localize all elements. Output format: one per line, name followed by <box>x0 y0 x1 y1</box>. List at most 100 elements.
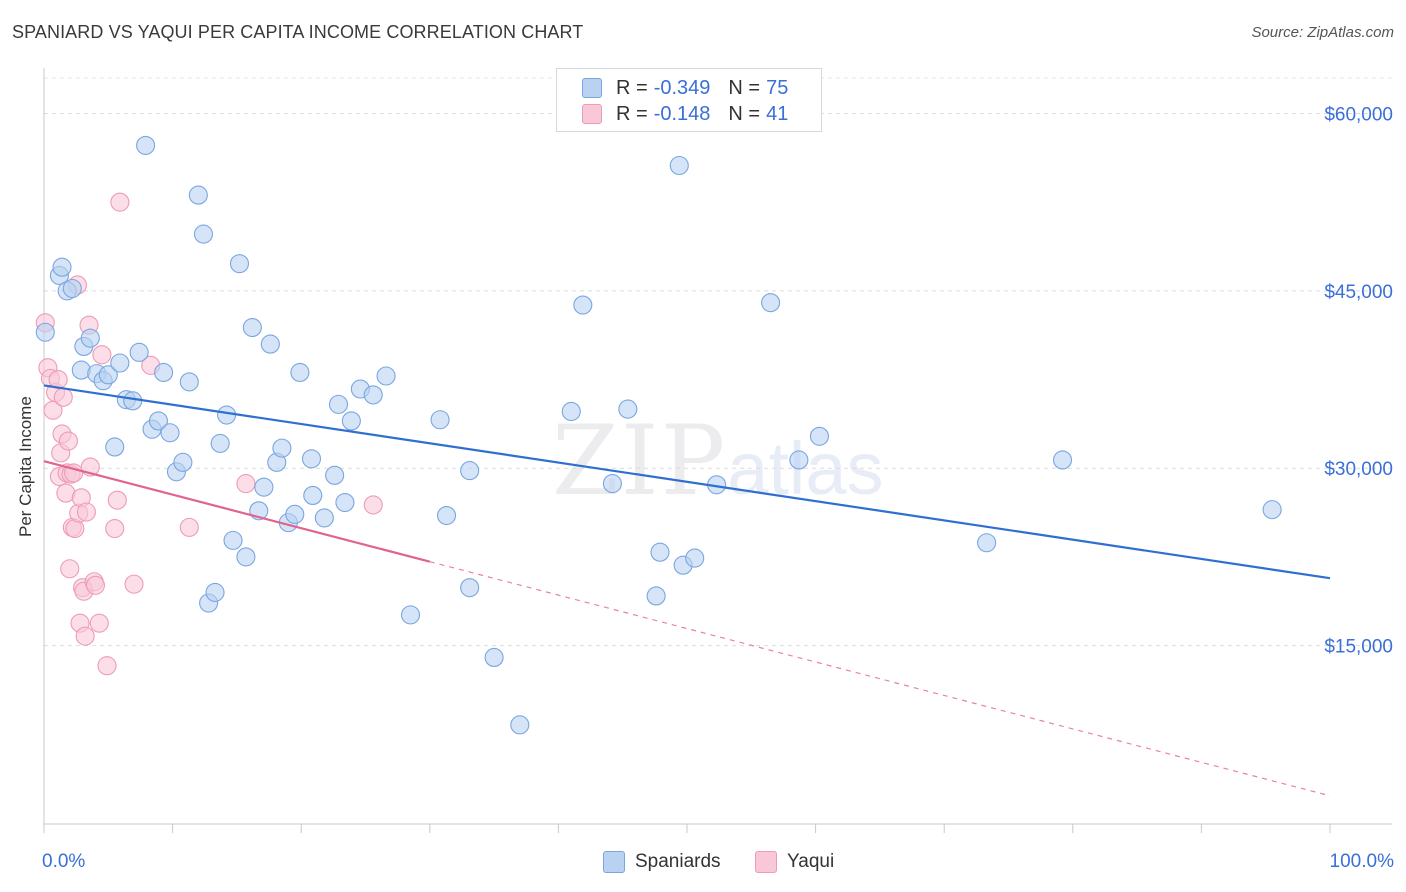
spaniards-point <box>669 155 689 176</box>
spaniards-point <box>561 401 581 422</box>
spaniards-point <box>602 474 622 494</box>
stats-legend-row-yaqui: R = -0.148 N = 41 <box>557 99 788 129</box>
spaniards-point <box>341 411 361 431</box>
yaqui-point <box>124 574 144 594</box>
legend-item-yaqui[interactable]: Yaqui <box>755 851 834 873</box>
yaqui-point <box>89 613 109 633</box>
yaqui-point <box>60 559 80 579</box>
spaniards-point <box>460 578 480 598</box>
n-label: N = <box>728 102 761 125</box>
spaniards-point <box>188 185 208 205</box>
yaqui-point <box>58 431 78 451</box>
spaniards-point <box>148 411 169 431</box>
spaniards-point <box>223 530 243 550</box>
spaniards-point <box>229 254 250 274</box>
spaniards-point <box>460 461 480 481</box>
source-label: Source: ZipAtlas.com <box>1251 24 1394 41</box>
spaniards-point <box>52 257 72 277</box>
spaniards-point <box>160 423 180 443</box>
spaniards-point <box>136 135 156 155</box>
yaqui-point <box>105 518 125 539</box>
spaniards-point <box>210 433 230 453</box>
spaniards-point <box>400 605 421 625</box>
spaniards-legend-swatch <box>603 851 625 873</box>
spaniards-point <box>430 410 450 430</box>
spaniards-point <box>977 533 997 553</box>
y-tick-label: $45,000 <box>1324 282 1393 303</box>
stats-legend: R = -0.349 N = 75 R = -0.148 N = 41 <box>556 68 822 132</box>
spaniards-point <box>98 365 118 385</box>
spaniards-point <box>650 542 670 562</box>
spaniards-point <box>789 450 809 470</box>
spaniards-point <box>809 426 830 446</box>
yaqui-point <box>236 474 256 494</box>
yaqui-point <box>53 387 73 407</box>
spaniards-point <box>62 278 82 299</box>
spaniards-point <box>260 334 280 354</box>
yaqui-point <box>179 517 199 537</box>
spaniards-point <box>510 715 530 735</box>
yaqui-swatch <box>582 104 602 124</box>
n-label: N = <box>728 76 761 99</box>
spaniards-point <box>217 405 237 425</box>
yaqui-legend-swatch <box>755 851 777 873</box>
yaqui-trend-extension <box>429 561 1331 797</box>
spaniards-point <box>80 328 100 348</box>
yaqui-point <box>92 345 112 365</box>
spaniards-point <box>110 353 130 373</box>
spaniards-point <box>301 449 322 469</box>
yaqui-point <box>110 192 130 212</box>
x-tick-label-min: 0.0% <box>42 851 86 872</box>
spaniards-point <box>1052 450 1073 470</box>
spaniards-point <box>685 548 705 568</box>
spaniards-point <box>35 322 55 342</box>
n-value: 75 <box>766 76 789 99</box>
r-value: -0.349 <box>653 76 711 99</box>
spaniards-point <box>618 399 638 419</box>
series-legend: Spaniards Yaqui <box>0 851 1406 879</box>
chart-title: SPANIARD VS YAQUI PER CAPITA INCOME CORR… <box>12 22 584 42</box>
spaniards-point <box>272 438 292 458</box>
spaniards-point <box>1262 500 1282 520</box>
legend-label-spaniards: Spaniards <box>635 851 721 872</box>
yaqui-trend-line <box>43 460 431 563</box>
r-label: R = <box>616 76 648 99</box>
spaniards-point <box>154 362 174 383</box>
spaniards-point <box>254 477 274 497</box>
spaniards-point <box>236 547 256 567</box>
spaniards-point <box>105 437 125 457</box>
spaniards-point <box>123 391 143 411</box>
spaniards-point <box>325 465 345 485</box>
r-value: -0.148 <box>653 102 711 125</box>
spaniards-point <box>173 452 193 472</box>
spaniards-trend-line <box>43 384 1331 580</box>
y-axis-label: Per Capita Income <box>16 396 35 537</box>
yaqui-point <box>107 490 127 510</box>
n-value: 41 <box>766 102 789 125</box>
spaniards-point <box>242 317 262 338</box>
legend-item-spaniards[interactable]: Spaniards <box>603 851 721 873</box>
spaniards-point <box>376 366 396 386</box>
spaniards-point <box>285 504 305 524</box>
spaniards-point <box>436 505 457 526</box>
legend-label-yaqui: Yaqui <box>787 851 835 872</box>
watermark-zip: ZIP <box>552 405 728 517</box>
spaniards-point <box>193 224 214 244</box>
spaniards-point <box>314 508 334 528</box>
spaniards-point <box>573 295 593 315</box>
spaniards-point <box>205 582 225 602</box>
yaqui-point <box>75 626 95 646</box>
spaniards-point <box>761 293 781 313</box>
yaqui-point <box>85 575 105 595</box>
yaqui-point <box>363 495 383 515</box>
spaniards-swatch <box>582 78 602 98</box>
spaniards-point <box>335 492 355 513</box>
spaniards-point <box>363 385 383 405</box>
watermark: ZIPatlas <box>552 405 884 517</box>
y-tick-label: $30,000 <box>1324 459 1393 480</box>
y-tick-label: $60,000 <box>1324 104 1393 125</box>
spaniards-point <box>328 394 349 414</box>
spaniards-point <box>290 362 310 383</box>
x-tick-label-max: 100.0% <box>1329 851 1394 872</box>
